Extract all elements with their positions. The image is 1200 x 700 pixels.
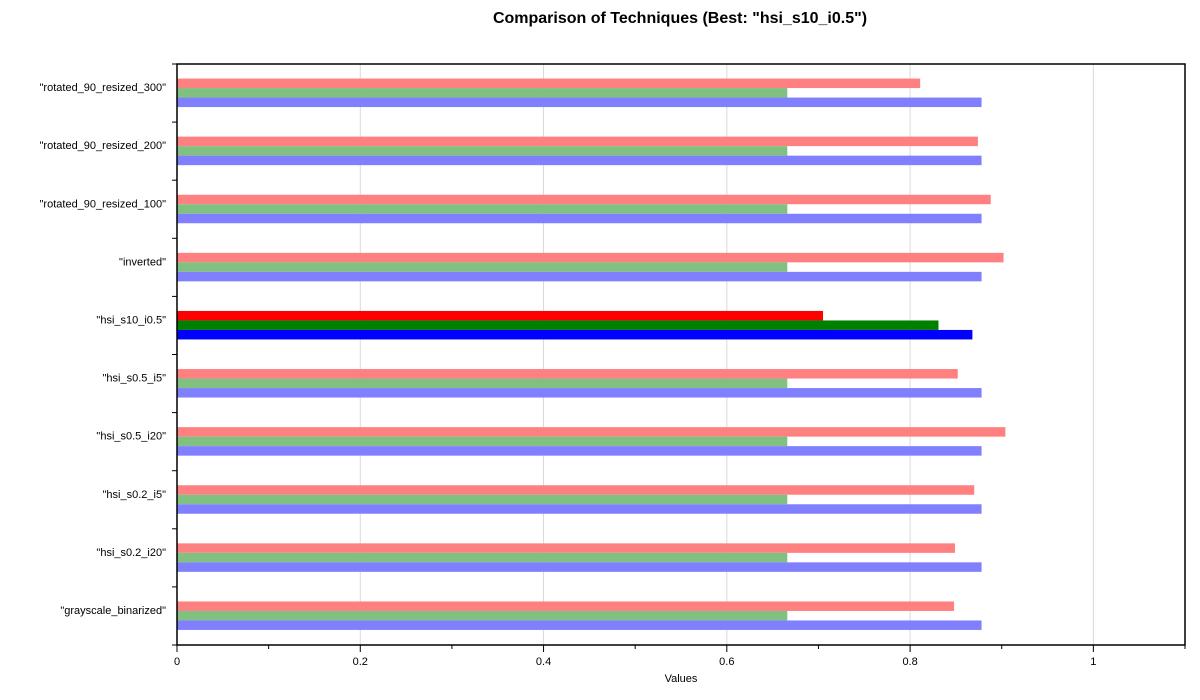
bar xyxy=(177,310,824,321)
y-tick-label: "hsi_s0.5_i20" xyxy=(96,431,166,443)
y-tick-label: "rotated_90_resized_300" xyxy=(40,82,167,94)
bar xyxy=(177,504,982,514)
bar xyxy=(177,610,788,621)
bar xyxy=(177,388,982,398)
bar xyxy=(177,543,955,553)
bar xyxy=(177,213,982,224)
bar xyxy=(177,194,991,205)
x-tick-label: 1 xyxy=(1090,656,1096,668)
bar xyxy=(177,620,982,630)
y-tick-label: "hsi_s0.5_i5" xyxy=(103,373,167,385)
bar xyxy=(177,88,788,98)
y-tick-label: "rotated_90_resized_100" xyxy=(40,198,167,210)
chart-title: Comparison of Techniques (Best: "hsi_s10… xyxy=(492,10,868,27)
bar xyxy=(177,436,788,447)
x-tick-label: 0.6 xyxy=(719,656,734,668)
x-tick-label: 0.8 xyxy=(902,656,917,668)
bar xyxy=(177,155,982,166)
bar xyxy=(177,427,1006,437)
bar xyxy=(177,252,1004,263)
y-tick-label: "hsi_s0.2_i5" xyxy=(103,489,167,501)
y-tick-label: "grayscale_binarized" xyxy=(60,605,166,617)
x-axis-title: Values xyxy=(665,673,698,685)
bar xyxy=(177,136,978,147)
x-tick-label: 0 xyxy=(174,656,180,668)
bar xyxy=(177,329,973,340)
bar xyxy=(177,369,958,379)
bar xyxy=(177,378,788,389)
bar xyxy=(177,446,982,456)
bar xyxy=(177,271,982,282)
bar xyxy=(177,485,975,495)
y-tick-label: "hsi_s10_i0.5" xyxy=(96,314,166,326)
x-tick-label: 0.4 xyxy=(536,656,551,668)
bar xyxy=(177,204,788,214)
bar xyxy=(177,262,788,272)
y-tick-label: "rotated_90_resized_200" xyxy=(40,140,167,152)
bar xyxy=(177,320,939,330)
x-tick-label: 0.2 xyxy=(353,656,368,668)
bar xyxy=(177,601,955,611)
bar xyxy=(177,494,788,505)
y-tick-label: "hsi_s0.2_i20" xyxy=(96,547,166,559)
bar xyxy=(177,78,921,89)
bar xyxy=(177,552,788,563)
y-tick-label: "inverted" xyxy=(119,256,166,268)
bar xyxy=(177,146,788,156)
bar xyxy=(177,562,982,572)
bar xyxy=(177,97,982,108)
